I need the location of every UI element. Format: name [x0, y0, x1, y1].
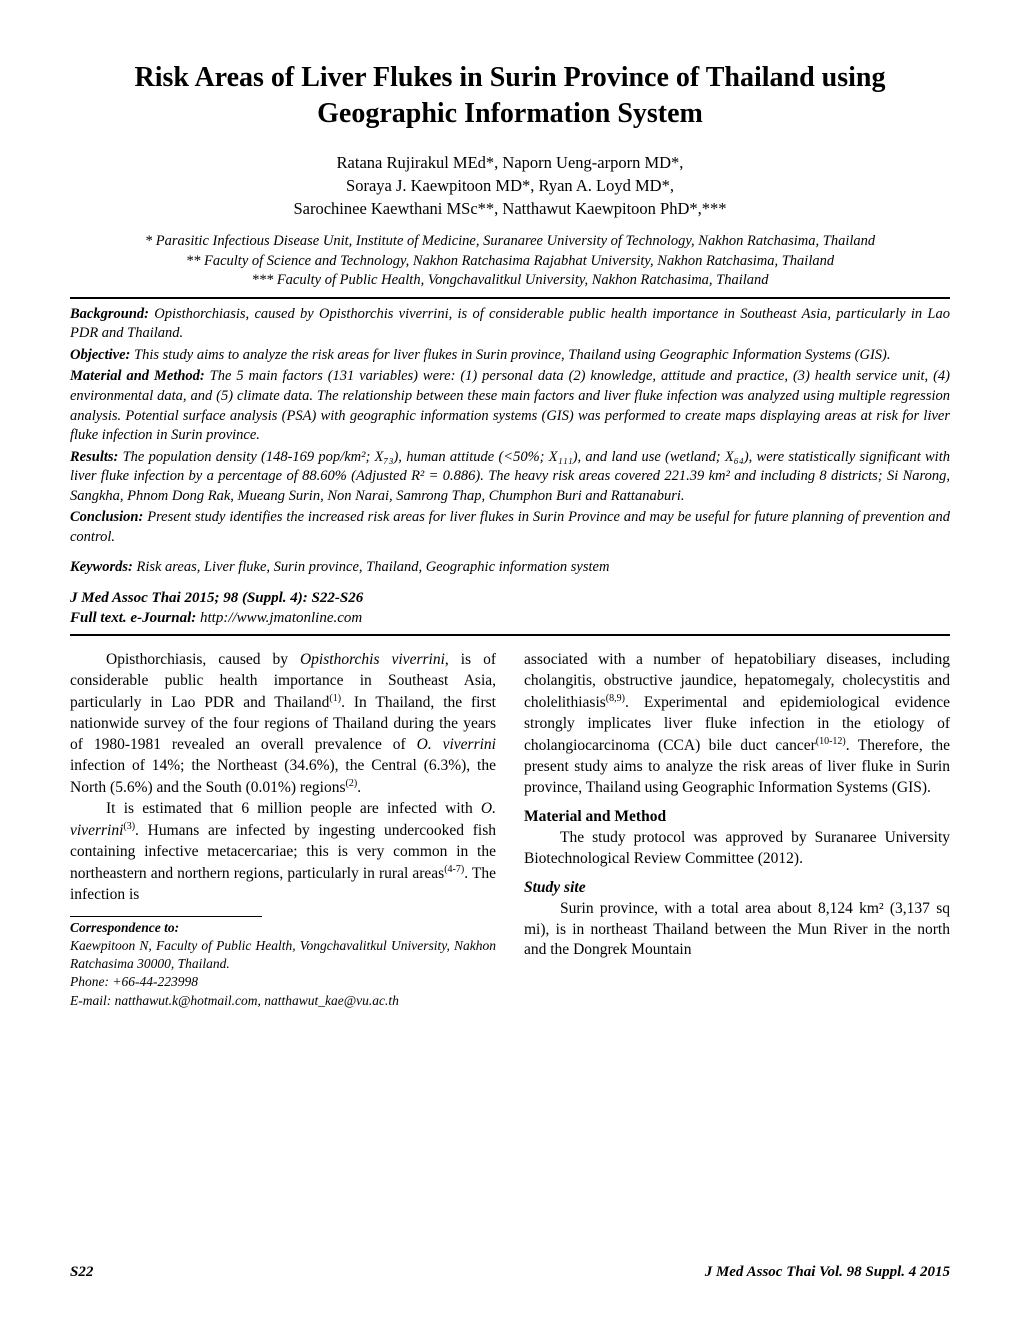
conclusion-label: Conclusion:: [70, 509, 143, 525]
page-footer: S22 J Med Assoc Thai Vol. 98 Suppl. 4 20…: [70, 1263, 950, 1282]
body-text: .: [357, 779, 361, 796]
background-label: Background:: [70, 306, 149, 322]
body-text: infection of 14%; the Northeast (34.6%),…: [70, 757, 496, 796]
background-text: Opisthorchiasis, caused by Opisthorchis …: [70, 306, 950, 342]
correspondence-header: Correspondence to:: [70, 919, 496, 937]
body-columns: Opisthorchiasis, caused by Opisthorchis …: [70, 650, 950, 1010]
ref-superscript: (1): [329, 693, 341, 704]
right-column: associated with a number of hepatobiliar…: [524, 650, 950, 1010]
body-para-3: associated with a number of hepatobiliar…: [524, 650, 950, 799]
results-text: The population density (148-169 pop/km²;…: [70, 449, 950, 504]
authors-line-3: Sarochinee Kaewthani MSc**, Natthawut Ka…: [70, 197, 950, 220]
ref-superscript: (4-7): [444, 864, 464, 875]
affiliation-3: *** Faculty of Public Health, Vongchaval…: [70, 271, 950, 291]
citation-url: http://www.jmatonline.com: [200, 610, 362, 626]
body-para-1: Opisthorchiasis, caused by Opisthorchis …: [70, 650, 496, 799]
journal-footer: J Med Assoc Thai Vol. 98 Suppl. 4 2015: [705, 1263, 950, 1282]
ref-superscript: (2): [346, 778, 358, 789]
species-name: Opisthorchis viverrini: [300, 651, 445, 668]
material-method-para: The study protocol was approved by Suran…: [524, 828, 950, 870]
results-label: Results:: [70, 449, 118, 465]
authors-line-1: Ratana Rujirakul MEd*, Naporn Ueng-arpor…: [70, 151, 950, 174]
study-site-header: Study site: [524, 878, 950, 899]
correspondence-email: E-mail: natthawut.k@hotmail.com, natthaw…: [70, 992, 496, 1010]
species-name: O. viverrini: [417, 736, 496, 753]
divider-bottom: [70, 634, 950, 636]
conclusion-text: Present study identifies the increased r…: [70, 509, 950, 545]
affiliations-block: * Parasitic Infectious Disease Unit, Ins…: [70, 232, 950, 291]
affiliation-1: * Parasitic Infectious Disease Unit, Ins…: [70, 232, 950, 252]
citation-block: J Med Assoc Thai 2015; 98 (Suppl. 4): S2…: [70, 588, 950, 629]
article-title: Risk Areas of Liver Flukes in Surin Prov…: [70, 60, 950, 133]
body-text: Opisthorchiasis, caused by: [106, 651, 300, 668]
affiliation-2: ** Faculty of Science and Technology, Na…: [70, 252, 950, 272]
objective-text: This study aims to analyze the risk area…: [130, 347, 890, 363]
body-para-2: It is estimated that 6 million people ar…: [70, 799, 496, 906]
authors-block: Ratana Rujirakul MEd*, Naporn Ueng-arpor…: [70, 151, 950, 220]
ref-superscript: (3): [123, 821, 135, 832]
citation-line-2-label: Full text. e-Journal:: [70, 610, 200, 626]
body-text: It is estimated that 6 million people ar…: [106, 800, 481, 817]
material-method-header: Material and Method: [524, 807, 950, 828]
correspondence-block: Correspondence to: Kaewpitoon N, Faculty…: [70, 919, 496, 1010]
divider-top: [70, 297, 950, 299]
abstract-block: Background: Opisthorchiasis, caused by O…: [70, 305, 950, 548]
correspondence-phone: Phone: +66-44-223998: [70, 973, 496, 991]
citation-line-1: J Med Assoc Thai 2015; 98 (Suppl. 4): S2…: [70, 588, 950, 608]
correspondence-divider: [70, 916, 262, 917]
keywords-text: Risk areas, Liver fluke, Surin province,…: [133, 559, 610, 575]
ref-superscript: (10-12): [816, 736, 846, 747]
study-site-para: Surin province, with a total area about …: [524, 899, 950, 962]
authors-line-2: Soraya J. Kaewpitoon MD*, Ryan A. Loyd M…: [70, 174, 950, 197]
correspondence-address: Kaewpitoon N, Faculty of Public Health, …: [70, 937, 496, 973]
keywords-line: Keywords: Risk areas, Liver fluke, Surin…: [70, 558, 950, 576]
objective-label: Objective:: [70, 347, 130, 363]
method-label: Material and Method:: [70, 368, 205, 384]
keywords-label: Keywords:: [70, 559, 133, 575]
left-column: Opisthorchiasis, caused by Opisthorchis …: [70, 650, 496, 1010]
ref-superscript: (8,9): [606, 693, 625, 704]
page-number: S22: [70, 1263, 93, 1282]
